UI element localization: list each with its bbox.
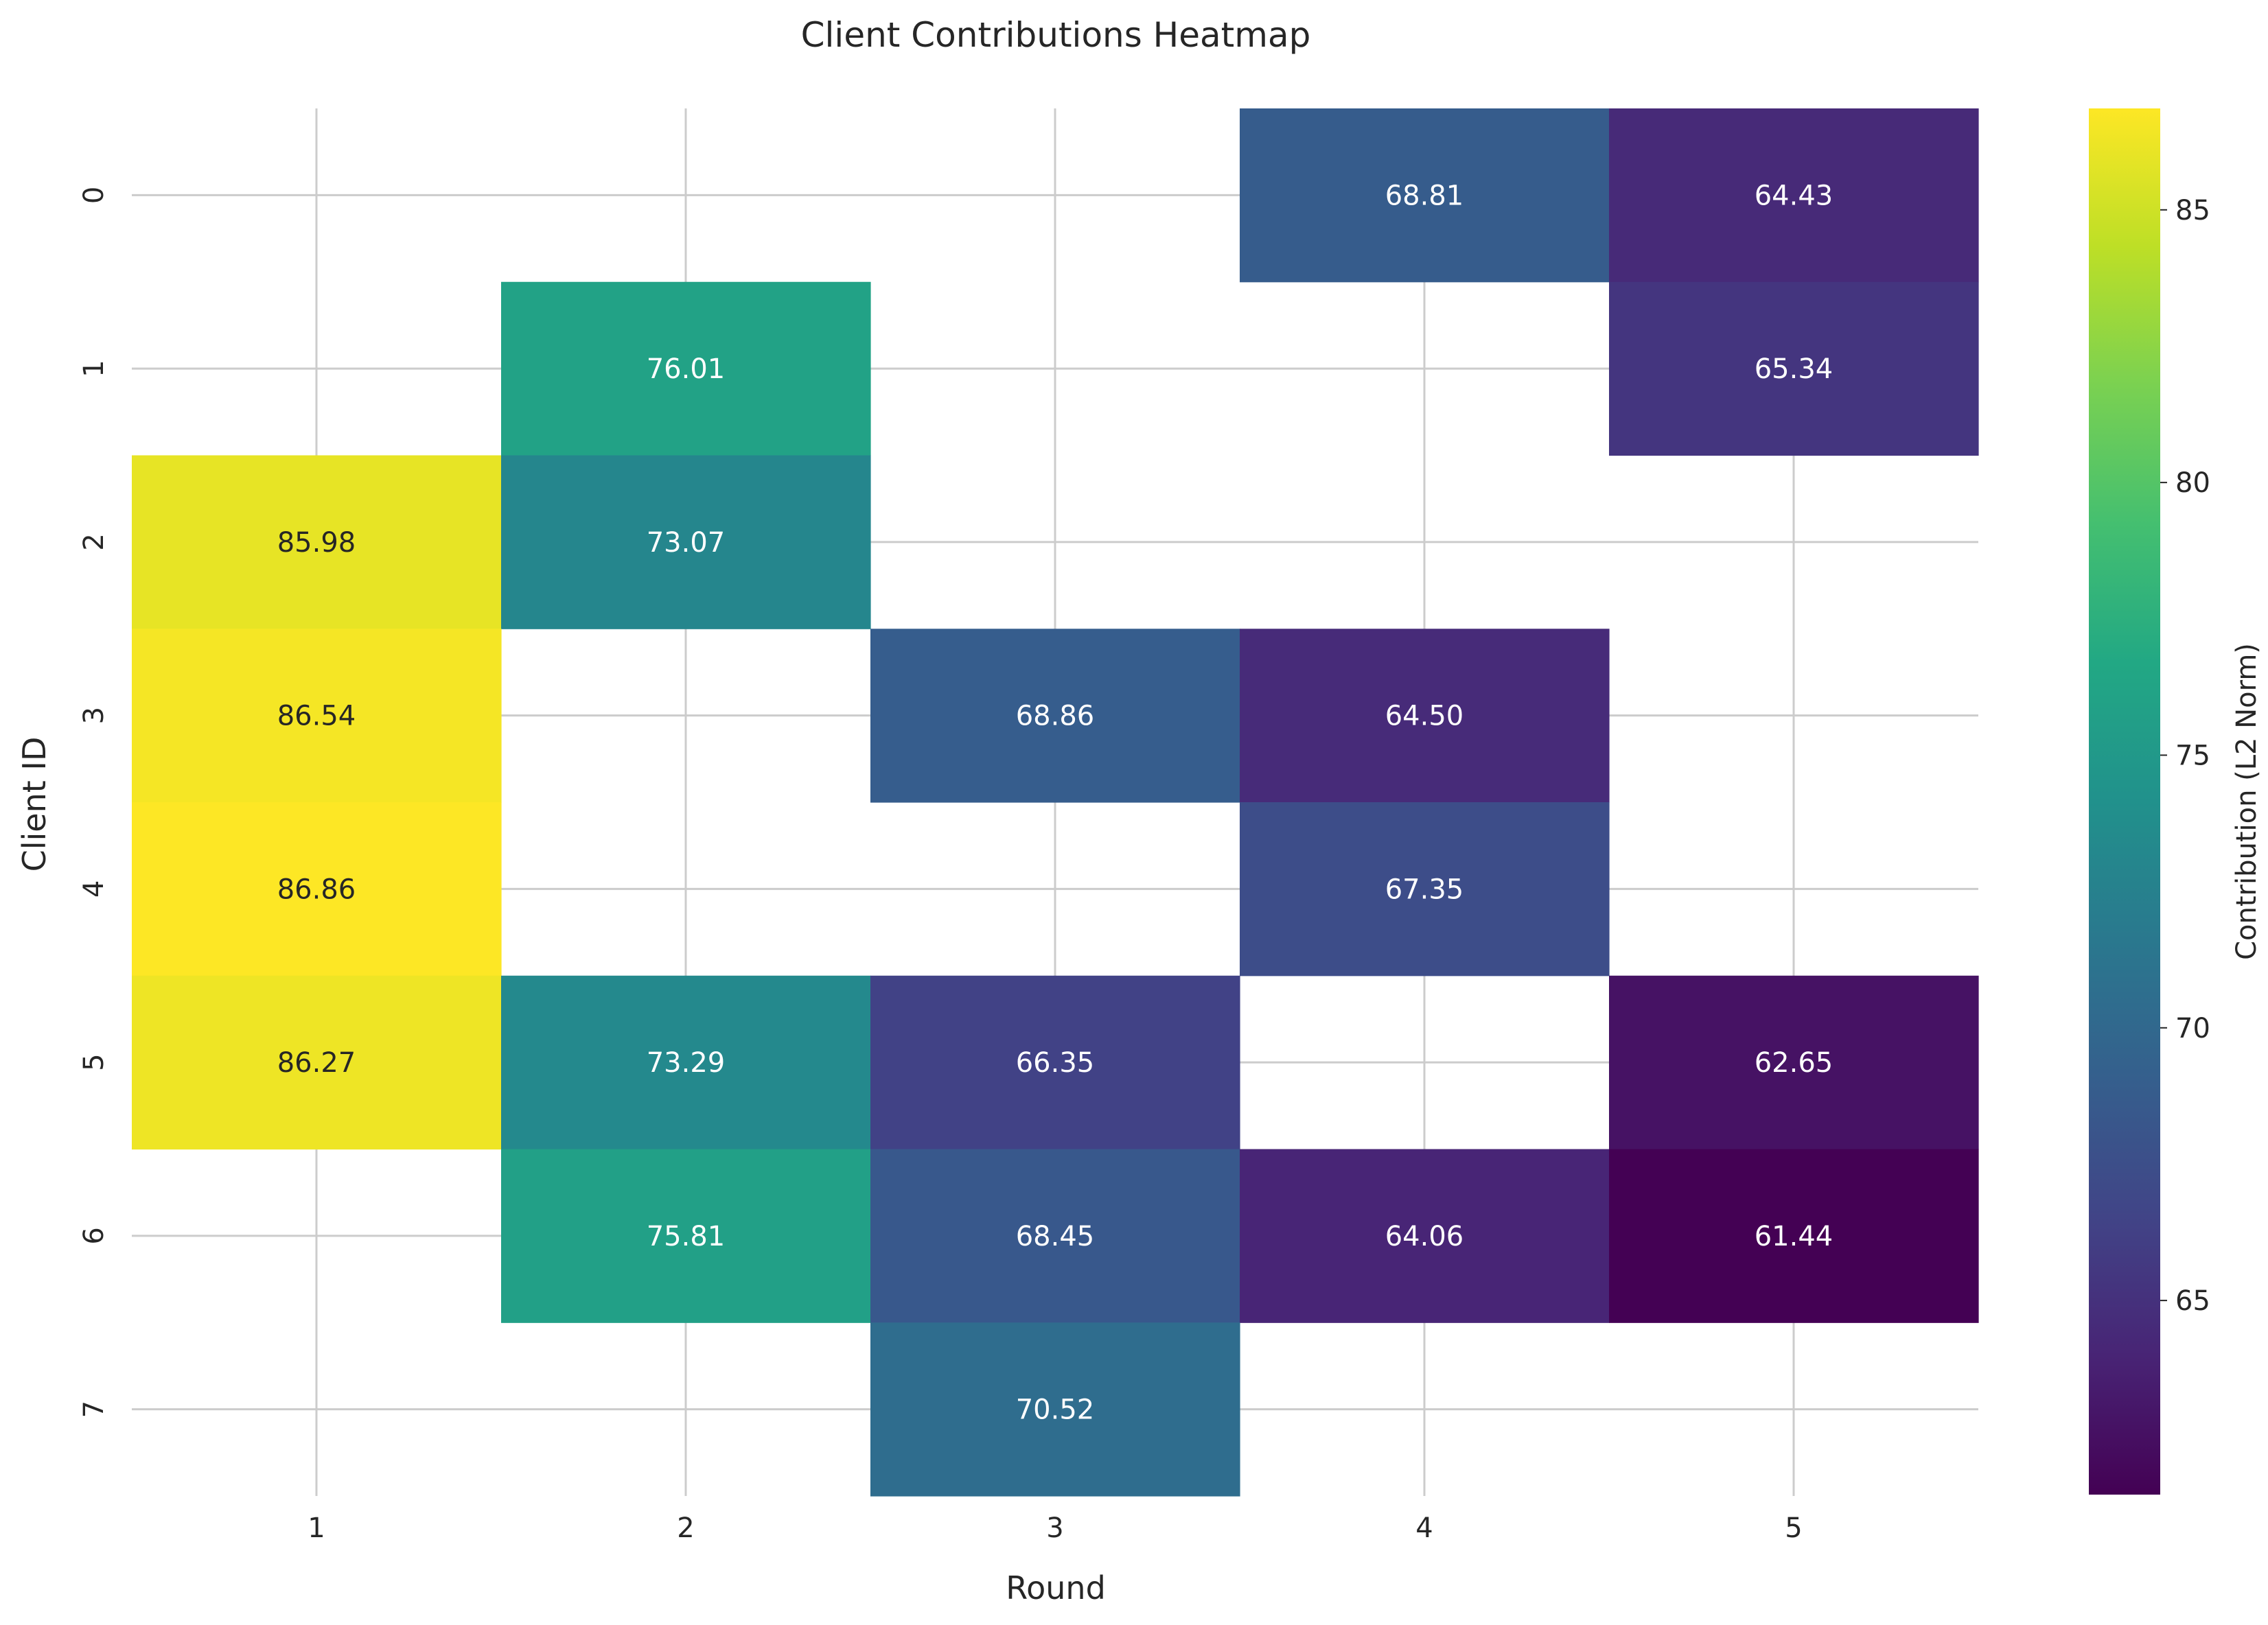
cell-value-label: 68.81	[1385, 180, 1464, 211]
x-tick-label: 1	[308, 1512, 325, 1544]
heatmap-cell-client-0-round-4	[1240, 108, 1610, 283]
cell-value-label: 67.35	[1385, 874, 1464, 905]
cell-value-label: 61.44	[1755, 1221, 1833, 1252]
y-tick-label: 6	[78, 1227, 110, 1244]
cell-value-label: 86.27	[277, 1047, 356, 1079]
cell-value-labels: 68.81 64.43 76.01 65.34 85.98 73.07 86.54 68.86…	[277, 180, 1833, 1425]
heatmap-cells	[132, 108, 1979, 1497]
heatmap-cell-client-5-round-1	[132, 975, 502, 1150]
heatmap-cell-client-6-round-5	[1609, 1149, 1979, 1323]
colorbar-tick-label: 85	[2175, 195, 2210, 226]
cell-value-label: 68.45	[1016, 1221, 1095, 1252]
y-tick-label: 7	[78, 1401, 110, 1418]
heatmap-cell-client-0-round-5	[1609, 108, 1979, 283]
cell-value-label: 70.52	[1016, 1394, 1095, 1426]
cell-value-label: 85.98	[277, 527, 356, 559]
cell-value-label: 86.54	[277, 701, 356, 732]
cell-value-label: 66.35	[1016, 1047, 1095, 1079]
heatmap-cell-client-4-round-1	[132, 802, 502, 977]
heatmap-cell-client-2-round-2	[501, 455, 871, 629]
heatmap-cell-client-3-round-3	[870, 629, 1240, 803]
cell-value-label: 73.29	[647, 1047, 726, 1079]
heatmap-cell-client-5-round-2	[501, 975, 871, 1150]
x-tick-label: 4	[1415, 1512, 1433, 1544]
x-tick-labels: 1 2 3 4 5	[308, 1512, 1802, 1544]
x-axis-label: Round	[1006, 1569, 1106, 1606]
y-tick-label: 0	[78, 187, 110, 204]
cell-value-label: 64.06	[1385, 1221, 1464, 1252]
colorbar-tick-label: 65	[2175, 1285, 2210, 1317]
heatmap-cell-client-6-round-3	[870, 1149, 1240, 1323]
y-tick-label: 2	[78, 533, 110, 550]
x-tick-label: 5	[1785, 1512, 1802, 1544]
heatmap-cell-client-3-round-1	[132, 629, 502, 803]
heatmap-cell-client-6-round-2	[501, 1149, 871, 1323]
cell-value-label: 76.01	[647, 353, 726, 385]
colorbar-ticks: 65 70 75 80 85	[2160, 195, 2210, 1317]
heatmap-cell-client-3-round-4	[1240, 629, 1610, 803]
cell-value-label: 68.86	[1016, 701, 1095, 732]
x-tick-label: 2	[677, 1512, 694, 1544]
heatmap-cell-client-1-round-2	[501, 281, 871, 456]
heatmap-cell-client-2-round-1	[132, 455, 502, 629]
cell-value-label: 75.81	[647, 1221, 726, 1252]
cell-value-label: 65.34	[1755, 353, 1833, 385]
colorbar-tick-label: 75	[2175, 740, 2210, 771]
colorbar-tick-label: 80	[2175, 467, 2210, 499]
y-tick-label: 3	[78, 707, 110, 724]
heatmap-cell-client-6-round-4	[1240, 1149, 1610, 1323]
colorbar-gradient	[2089, 108, 2160, 1495]
colorbar-tick-label: 70	[2175, 1013, 2210, 1044]
colorbar-label: Contribution (L2 Norm)	[2231, 643, 2263, 960]
cell-value-label: 86.86	[277, 874, 356, 905]
cell-value-label: 64.43	[1755, 180, 1833, 211]
y-axis-label: Client ID	[16, 737, 53, 872]
heatmap-cell-client-5-round-3	[870, 975, 1240, 1150]
heatmap-cell-client-1-round-5	[1609, 281, 1979, 456]
heatmap-cell-client-4-round-4	[1240, 802, 1610, 977]
heatmap-cell-client-7-round-3	[870, 1322, 1240, 1497]
cell-value-label: 64.50	[1385, 701, 1464, 732]
y-tick-label: 5	[78, 1053, 110, 1071]
cell-value-label: 73.07	[647, 527, 726, 559]
y-tick-labels: 0 1 2 3 4 5 6 7	[78, 187, 110, 1418]
heatmap-cell-client-5-round-5	[1609, 975, 1979, 1150]
x-tick-label: 3	[1046, 1512, 1063, 1544]
colorbar: 65 70 75 80 85 Contribution (L2 Norm)	[2089, 108, 2263, 1495]
cell-value-label: 62.65	[1755, 1047, 1833, 1079]
y-tick-label: 4	[78, 880, 110, 898]
chart-title: Client Contributions Heatmap	[801, 15, 1311, 55]
y-tick-label: 1	[78, 360, 110, 377]
